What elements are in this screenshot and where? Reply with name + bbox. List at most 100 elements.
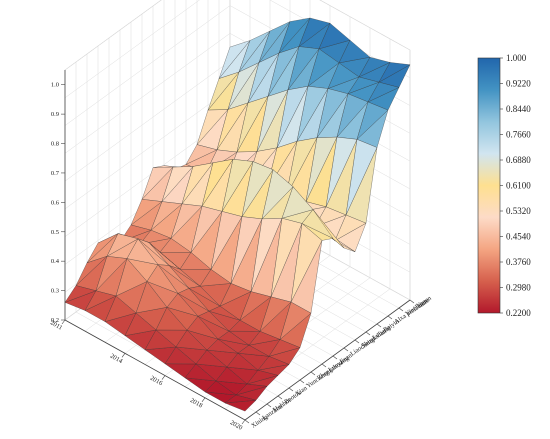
z-tick-label: 0.5	[51, 229, 59, 236]
surface-facet	[155, 306, 188, 331]
surface-facet	[316, 88, 349, 138]
y-axis-line	[244, 299, 411, 421]
surface-facet	[95, 256, 128, 291]
surface-facet	[236, 96, 269, 153]
surface-facet	[378, 62, 411, 83]
surface-facet	[224, 394, 257, 404]
surface-facet	[250, 218, 283, 292]
surface-facet	[235, 383, 268, 396]
surface-facet	[124, 312, 157, 336]
surface-facet	[177, 288, 210, 312]
y-tick-mark	[354, 339, 360, 344]
surface-facet	[267, 46, 300, 97]
surface-facet	[150, 201, 183, 231]
z-tick-label: 0.2	[51, 317, 59, 324]
surface-facet	[144, 329, 177, 350]
surface-facet	[336, 93, 369, 138]
z-tick-label: 0.6	[51, 199, 60, 206]
surface-facet	[170, 203, 203, 239]
surface-facet	[195, 349, 228, 368]
colorbar-tick-label: 0.5320	[506, 206, 531, 216]
surface-facet	[217, 330, 250, 346]
y-tick-mark	[288, 387, 294, 392]
y-tick-mark	[255, 411, 261, 416]
surface-facet	[84, 290, 117, 311]
surface-facet	[227, 62, 260, 110]
surface-facet	[248, 331, 281, 346]
surface-facet	[279, 301, 312, 340]
surface-facet	[296, 86, 329, 142]
y-tick-mark	[398, 307, 404, 312]
colorbar-tick-label: 0.6100	[506, 181, 531, 191]
surface-facet	[206, 338, 239, 354]
x-tick-label: 2016	[149, 375, 164, 388]
z-tick-label: 0.4	[51, 258, 60, 265]
y-tick-mark	[266, 403, 272, 408]
surface-facet	[148, 242, 181, 270]
surface-facet	[197, 310, 230, 332]
z-tick-label: 0.9	[51, 111, 59, 118]
surface-facet	[175, 329, 208, 351]
surface-facet	[186, 315, 219, 340]
surface-facet	[135, 281, 168, 314]
surface-facet	[327, 62, 360, 89]
y-tick-mark	[310, 371, 316, 376]
surface-facet	[287, 46, 320, 90]
surface-facet	[298, 17, 331, 48]
x-tick-mark	[121, 353, 126, 358]
surface-facet	[210, 211, 243, 270]
surface-facet	[237, 344, 270, 357]
surface-facet	[218, 40, 251, 79]
y-tick-mark	[409, 299, 415, 304]
surface-facet	[64, 285, 97, 303]
colorbar-tick-label: 0.2200	[506, 308, 531, 318]
surface-facet	[184, 363, 217, 382]
colorbar-tick-label: 0.8440	[506, 104, 531, 114]
surface-facet	[356, 101, 389, 140]
colorbar-tick-label: 0.9220	[506, 79, 531, 89]
colorbar-tick-label: 0.6880	[506, 155, 531, 165]
surface-facet	[358, 56, 391, 78]
surface-facet	[257, 356, 290, 371]
surface-facet	[347, 76, 380, 95]
surface-facet	[216, 102, 249, 150]
surface-facet	[278, 17, 311, 54]
surface-facet	[246, 369, 279, 385]
surface-facet	[301, 209, 334, 239]
surface-facet	[290, 223, 323, 303]
y-tick-mark	[244, 419, 250, 424]
surface-facet	[318, 22, 351, 50]
colorbar-tick-label: 0.7660	[506, 130, 531, 140]
y-tick-mark	[321, 363, 327, 368]
surface-facet	[367, 81, 400, 103]
x-tick-label: 2014	[109, 353, 124, 366]
z-tick-label: 0.8	[51, 141, 59, 148]
surface-facet	[345, 139, 378, 216]
surface-facet	[228, 319, 261, 332]
x-tick-label: 2011	[49, 319, 64, 331]
z-tick-label: 0.3	[51, 288, 59, 295]
y-tick-mark	[299, 379, 305, 384]
colorbar: 1.000 0.9220 0.8440 0.7660 0.6880 0.6100 0.532…	[477, 53, 531, 318]
surface-facet	[221, 159, 254, 212]
surface-facet	[157, 264, 190, 289]
axis-lines	[61, 70, 415, 425]
surface-facet	[146, 264, 179, 294]
surface-facet	[334, 214, 367, 242]
x-tick-mark	[161, 375, 166, 380]
surface-facet	[161, 166, 194, 202]
y-tick-mark	[343, 347, 349, 352]
surface-facet	[196, 109, 229, 145]
surface-facet	[239, 291, 272, 321]
surface-facet	[199, 269, 232, 287]
surface-facet	[179, 252, 212, 270]
x-tick-label: 2020	[229, 419, 244, 432]
surface-facet	[204, 380, 237, 396]
surface-facet	[130, 199, 163, 226]
surface-facet	[201, 159, 234, 207]
surface-facet	[137, 238, 170, 266]
surface-facet	[104, 295, 137, 322]
surface-mesh	[64, 17, 411, 412]
y-tick-mark	[365, 331, 371, 336]
